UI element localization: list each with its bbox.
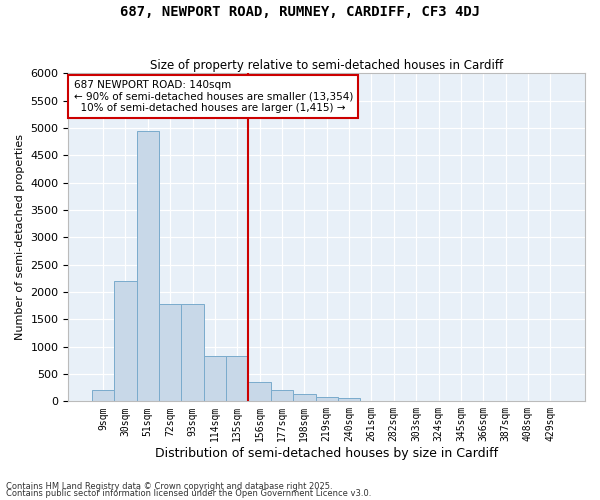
Bar	[137, 130, 159, 402]
Text: Contains public sector information licensed under the Open Government Licence v3: Contains public sector information licen…	[6, 489, 371, 498]
Text: 687 NEWPORT ROAD: 140sqm
← 90% of semi-detached houses are smaller (13,354)
  10: 687 NEWPORT ROAD: 140sqm ← 90% of semi-d…	[74, 80, 353, 113]
Bar	[204, 356, 226, 402]
Bar	[316, 397, 338, 402]
Bar	[226, 356, 248, 402]
Bar	[92, 390, 114, 402]
Bar	[248, 382, 271, 402]
Bar	[159, 304, 181, 402]
Bar	[114, 281, 137, 402]
Bar	[271, 390, 293, 402]
Y-axis label: Number of semi-detached properties: Number of semi-detached properties	[15, 134, 25, 340]
Text: 687, NEWPORT ROAD, RUMNEY, CARDIFF, CF3 4DJ: 687, NEWPORT ROAD, RUMNEY, CARDIFF, CF3 …	[120, 5, 480, 19]
Title: Size of property relative to semi-detached houses in Cardiff: Size of property relative to semi-detach…	[150, 59, 503, 72]
Bar	[181, 304, 204, 402]
Bar	[293, 394, 316, 402]
Text: Contains HM Land Registry data © Crown copyright and database right 2025.: Contains HM Land Registry data © Crown c…	[6, 482, 332, 491]
X-axis label: Distribution of semi-detached houses by size in Cardiff: Distribution of semi-detached houses by …	[155, 447, 498, 460]
Bar	[338, 398, 360, 402]
